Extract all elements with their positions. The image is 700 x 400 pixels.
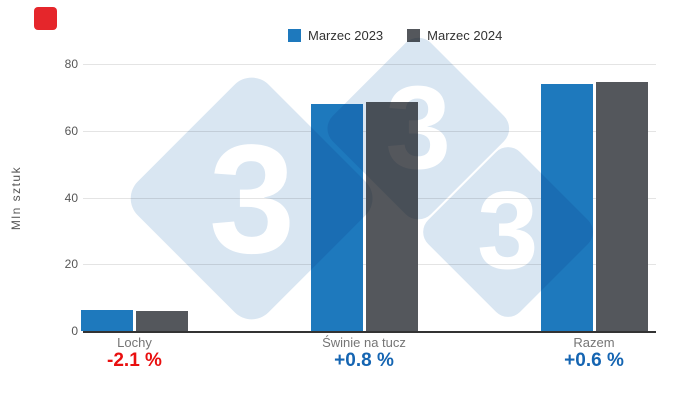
y-tick-label-20: 20 [64,257,78,272]
delta-label-1: -2.1 % [107,350,162,371]
gridline-80 [83,64,656,65]
chart-legend: Marzec 2023 Marzec 2024 [288,28,502,43]
y-tick-label-80: 80 [64,57,78,71]
legend-item-marzec-2023: Marzec 2023 [288,28,383,43]
legend-swatch-marzec-2023 [288,29,301,42]
category-label-1: Lochy [117,335,152,350]
y-tick-label-0: 0 [71,324,78,338]
bar-marzec-2023-lochy [81,310,133,331]
legend-label-marzec-2023: Marzec 2023 [308,28,384,43]
delta-label-2: +0.8 % [334,350,394,371]
bar-marzec-2023-razem [540,83,593,331]
y-tick-label-40: 40 [64,190,78,205]
category-label-3: Razem [573,335,615,350]
watermark-digit-3: 3 [477,169,539,293]
delta-label-3: +0.6 % [564,350,624,371]
bar-marzec-2024-razem [595,82,648,331]
watermark-digit-1: 3 [208,112,296,286]
category-label-2: Świnie na tucz [322,335,406,350]
brand-logo [34,7,57,30]
x-axis-line [83,331,656,333]
bar-marzec-2024-świnie-na-tucz [365,102,418,331]
legend-label-marzec-2024: Marzec 2024 [427,28,503,43]
legend-swatch-marzec-2024 [407,29,421,42]
bar-marzec-2023-świnie-na-tucz [310,104,363,331]
legend-item-marzec-2024: Marzec 2024 [407,28,502,43]
y-tick-label-60: 60 [64,123,78,138]
bar-marzec-2024-lochy [136,310,188,331]
y-axis-title: Mln sztuk [9,165,23,231]
